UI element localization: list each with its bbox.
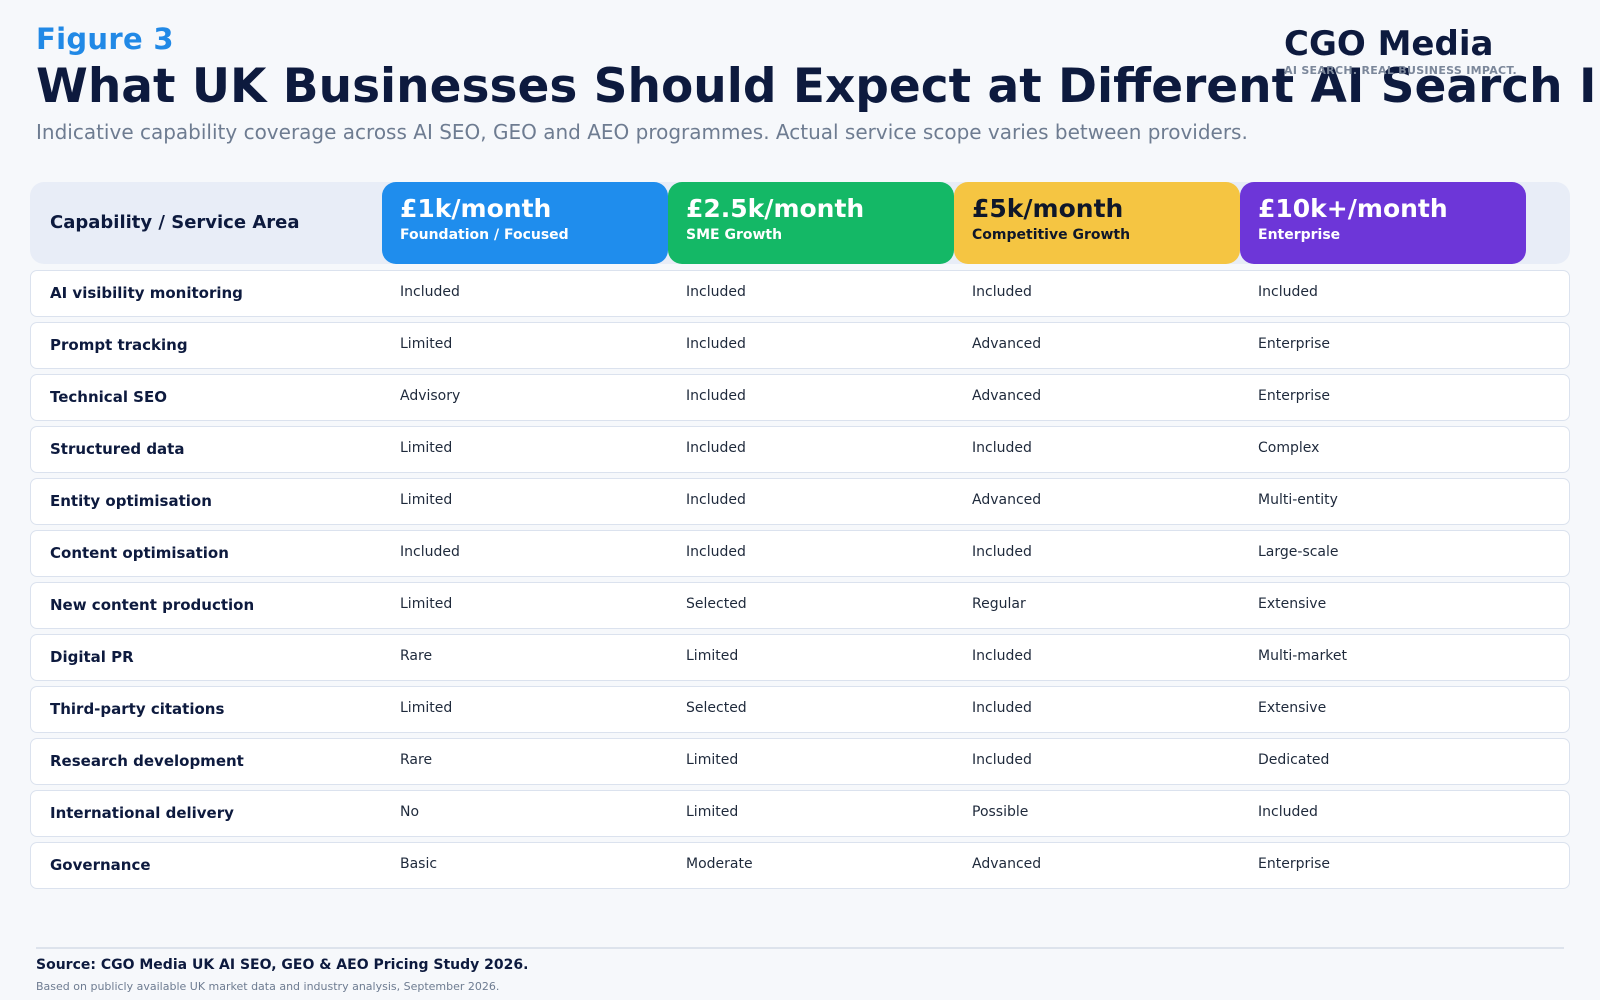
row-label: Prompt tracking (50, 336, 188, 354)
table-row: Content optimisation Included Included Incl… (30, 530, 1570, 577)
capability-table: AI visibility monitoring Included Included… (30, 270, 1570, 894)
tier-name: SME Growth (686, 227, 783, 243)
table-row: Technical SEO Advisory Included Advanced Ent… (30, 374, 1570, 421)
table-row: AI visibility monitoring Included Included… (30, 270, 1570, 317)
table-cell: Included (686, 544, 746, 560)
tier-header-3: £5k/month Competitive Growth (954, 182, 1240, 264)
brand-name: CGO Media (1284, 24, 1494, 64)
page-title: What UK Businesses Should Expect at Diff… (36, 59, 1600, 114)
source-text: Source: CGO Media UK AI SEO, GEO & AEO P… (36, 957, 529, 973)
table-cell: Limited (400, 336, 453, 352)
footer-divider (36, 947, 1564, 949)
table-row: Entity optimisation Limited Included Advanc… (30, 478, 1570, 525)
table-cell: Dedicated (1258, 752, 1330, 768)
tier-price: £10k+/month (1258, 194, 1448, 223)
table-cell: Included (686, 336, 746, 352)
tier-name: Foundation / Focused (400, 227, 569, 243)
table-cell: Included (1258, 804, 1318, 820)
row-label: Entity optimisation (50, 492, 212, 510)
table-row: Research development Rare Limited Included D… (30, 738, 1570, 785)
table-cell: Included (686, 492, 746, 508)
table-cell: Advanced (972, 336, 1042, 352)
row-label: New content production (50, 596, 255, 614)
table-row: Digital PR Rare Limited Included Multi-marke… (30, 634, 1570, 681)
row-label: International delivery (50, 804, 234, 822)
table-cell: Enterprise (1258, 336, 1331, 352)
table-cell: Advanced (972, 492, 1042, 508)
table-cell: Extensive (1258, 700, 1327, 716)
table-cell: Enterprise (1258, 856, 1331, 872)
table-cell: Limited (400, 440, 453, 456)
tier-header-1: £1k/month Foundation / Focused (382, 182, 668, 264)
table-row: International delivery No Limited Possible I… (30, 790, 1570, 837)
page-subtitle: Indicative capability coverage across AI… (36, 120, 1248, 144)
tier-price: £1k/month (400, 194, 552, 223)
table-cell: No (400, 804, 420, 820)
table-cell: Regular (972, 596, 1026, 612)
row-label: Third-party citations (50, 700, 225, 718)
brand-logo: CGO Media AI SEARCH. REAL BUSINESS IMPAC… (1284, 22, 1600, 77)
table-cell: Limited (686, 752, 739, 768)
table-cell: Possible (972, 804, 1029, 820)
table-cell: Rare (400, 752, 433, 768)
table-cell: Complex (1258, 440, 1320, 456)
table-cell: Limited (686, 648, 739, 664)
table-cell: Limited (400, 596, 453, 612)
table-cell: Advisory (400, 388, 461, 404)
row-label: Governance (50, 856, 151, 874)
table-cell: Multi-entity (1258, 492, 1338, 508)
table-cell: Included (972, 284, 1032, 300)
table-cell: Included (686, 388, 746, 404)
table-cell: Included (1258, 284, 1318, 300)
table-row: Structured data Limited Included Included Co… (30, 426, 1570, 473)
row-label: Technical SEO (50, 388, 167, 406)
source-note: Based on publicly available UK market da… (36, 980, 500, 993)
table-cell: Advanced (972, 388, 1042, 404)
table-cell: Limited (400, 492, 453, 508)
table-cell: Included (972, 752, 1032, 768)
tier-header-2: £2.5k/month SME Growth (668, 182, 954, 264)
row-label: Content optimisation (50, 544, 229, 562)
table-cell: Rare (400, 648, 433, 664)
table-row: Third-party citations Limited Selected Incl… (30, 686, 1570, 733)
table-cell: Included (400, 544, 460, 560)
tier-price: £5k/month (972, 194, 1124, 223)
table-cell: Included (972, 700, 1032, 716)
table-cell: Selected (686, 596, 747, 612)
figure-label: Figure 3 (36, 22, 174, 56)
brand-tagline: AI SEARCH. REAL BUSINESS IMPACT. (1284, 64, 1517, 78)
tier-header-4: £10k+/month Enterprise (1240, 182, 1526, 264)
tier-name: Competitive Growth (972, 227, 1131, 243)
table-cell: Included (400, 284, 460, 300)
table-cell: Basic (400, 856, 438, 872)
table-cell: Limited (400, 700, 453, 716)
table-cell: Included (972, 648, 1032, 664)
table-cell: Large-scale (1258, 544, 1339, 560)
table-row: Governance Basic Moderate Advanced Enterpris… (30, 842, 1570, 889)
table-cell: Enterprise (1258, 388, 1331, 404)
table-cell: Included (686, 440, 746, 456)
table-row: Prompt tracking Limited Included Advanced En… (30, 322, 1570, 369)
table-cell: Included (686, 284, 746, 300)
table-cell: Included (972, 440, 1032, 456)
tier-name: Enterprise (1258, 227, 1341, 243)
table-cell: Moderate (686, 856, 753, 872)
table-cell: Extensive (1258, 596, 1327, 612)
table-row: New content production Limited Selected Reg… (30, 582, 1570, 629)
row-label: Digital PR (50, 648, 134, 666)
table-cell: Included (972, 544, 1032, 560)
table-cell: Selected (686, 700, 747, 716)
tier-price: £2.5k/month (686, 194, 865, 223)
row-label: Research development (50, 752, 244, 770)
table-header-label: Capability / Service Area (50, 212, 300, 233)
row-label: Structured data (50, 440, 185, 458)
row-label: AI visibility monitoring (50, 284, 243, 302)
table-cell: Advanced (972, 856, 1042, 872)
table-header: Capability / Service Area £1k/month Found… (30, 182, 1570, 264)
table-cell: Limited (686, 804, 739, 820)
table-cell: Multi-market (1258, 648, 1347, 664)
